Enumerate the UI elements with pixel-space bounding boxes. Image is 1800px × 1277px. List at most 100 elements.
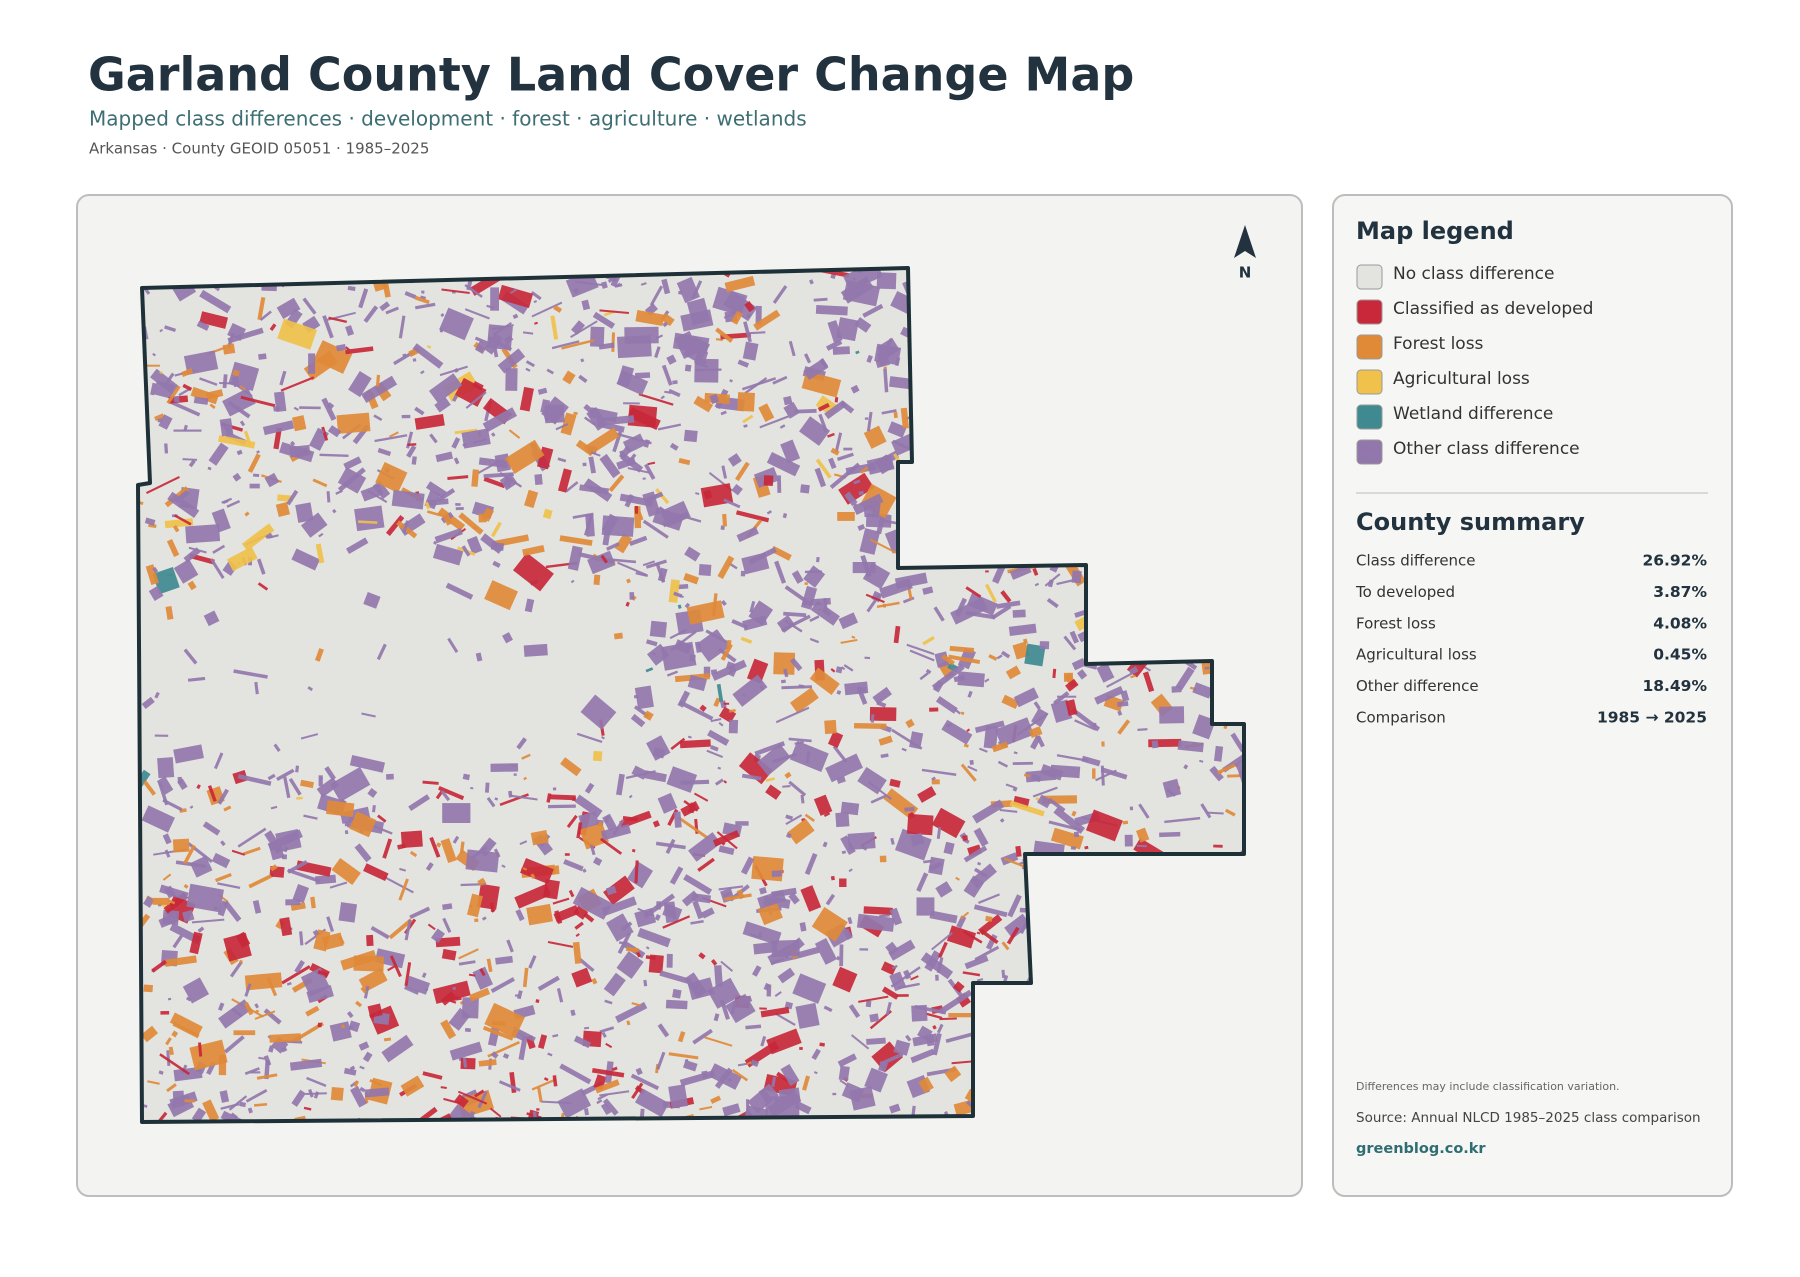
change-patch (330, 766, 371, 802)
change-patch (604, 815, 610, 824)
change-patch (556, 987, 564, 1003)
change-patch (935, 881, 953, 898)
change-patch (974, 945, 1000, 961)
change-patch (442, 903, 453, 910)
change-patch (631, 848, 636, 853)
change-patch (233, 669, 268, 679)
change-patch (1033, 701, 1041, 710)
change-patch (262, 420, 295, 436)
change-patch (447, 475, 469, 480)
change-patch (252, 473, 260, 478)
change-patch (670, 737, 686, 750)
change-patch (864, 656, 871, 660)
change-patch (673, 591, 683, 598)
change-patch (490, 977, 515, 993)
change-patch (489, 1107, 502, 1118)
change-patch (263, 1008, 282, 1025)
change-patch (363, 863, 389, 882)
change-patch (321, 426, 329, 441)
change-patch (925, 1034, 935, 1047)
change-patch (1124, 834, 1133, 847)
change-patch (1192, 714, 1216, 740)
change-patch (1050, 764, 1081, 779)
change-patch (492, 345, 499, 358)
change-patch (318, 775, 323, 787)
change-patch (834, 397, 839, 403)
change-patch (400, 830, 423, 848)
change-patch (922, 586, 934, 595)
change-patch (727, 667, 737, 677)
change-patch (669, 628, 688, 640)
change-patch (197, 926, 205, 933)
change-patch (909, 731, 924, 750)
change-patch (1044, 573, 1061, 587)
change-patch (288, 777, 302, 796)
change-patch (857, 690, 868, 705)
change-patch (326, 491, 331, 503)
change-patch (839, 400, 855, 414)
legend-swatch (1356, 369, 1383, 395)
change-patch (750, 1059, 760, 1067)
change-patch (590, 326, 605, 347)
change-patch (239, 385, 246, 391)
change-patch (963, 875, 985, 898)
change-patch (164, 849, 171, 858)
summary-value: 1985 → 2025 (1597, 709, 1707, 727)
change-patch (771, 1076, 777, 1088)
change-patch (581, 299, 591, 311)
change-patch (557, 457, 567, 463)
change-patch (148, 523, 157, 528)
change-patch (354, 843, 372, 863)
change-patch (203, 610, 220, 627)
page-meta: Arkansas · County GEOID 05051 · 1985–202… (89, 140, 429, 158)
change-patch (566, 814, 578, 828)
change-patch (492, 560, 501, 568)
change-patch (735, 821, 749, 826)
change-patch (611, 1066, 618, 1072)
change-patch (638, 393, 674, 406)
change-patch (587, 550, 616, 575)
change-patch (141, 805, 175, 833)
change-patch (472, 526, 478, 530)
change-patch (600, 554, 608, 564)
change-patch (840, 835, 856, 855)
change-patch (165, 1037, 172, 1046)
change-patch (543, 1077, 549, 1082)
change-patch (173, 525, 180, 533)
change-patch (634, 1088, 670, 1118)
change-patch (254, 1010, 276, 1020)
change-patch (992, 565, 1006, 584)
change-patch (721, 841, 726, 846)
legend-swatch (1356, 264, 1383, 290)
change-patch (160, 1010, 170, 1015)
change-patch (657, 792, 678, 814)
change-patch (300, 733, 319, 740)
change-patch (391, 490, 425, 510)
change-patch (900, 407, 909, 429)
change-patch (657, 423, 682, 431)
change-patch (229, 960, 243, 978)
change-patch (672, 380, 678, 385)
change-patch (584, 782, 595, 794)
change-patch (445, 1104, 487, 1122)
change-patch (860, 466, 869, 474)
change-patch (948, 654, 981, 664)
change-patch (196, 320, 210, 331)
change-patch (452, 835, 460, 844)
change-patch (1117, 710, 1123, 716)
change-patch (1023, 638, 1028, 645)
change-patch (492, 324, 514, 331)
change-patch (435, 842, 442, 848)
change-patch (183, 884, 189, 889)
change-patch (709, 393, 720, 404)
change-patch (708, 1063, 742, 1090)
change-patch (999, 809, 1018, 813)
change-patch (642, 519, 669, 539)
change-patch (668, 388, 681, 398)
change-patch (560, 757, 582, 777)
change-patch (185, 524, 221, 544)
change-patch (835, 666, 843, 674)
change-patch (850, 384, 860, 394)
change-patch (741, 773, 762, 781)
change-patch (832, 1092, 837, 1096)
